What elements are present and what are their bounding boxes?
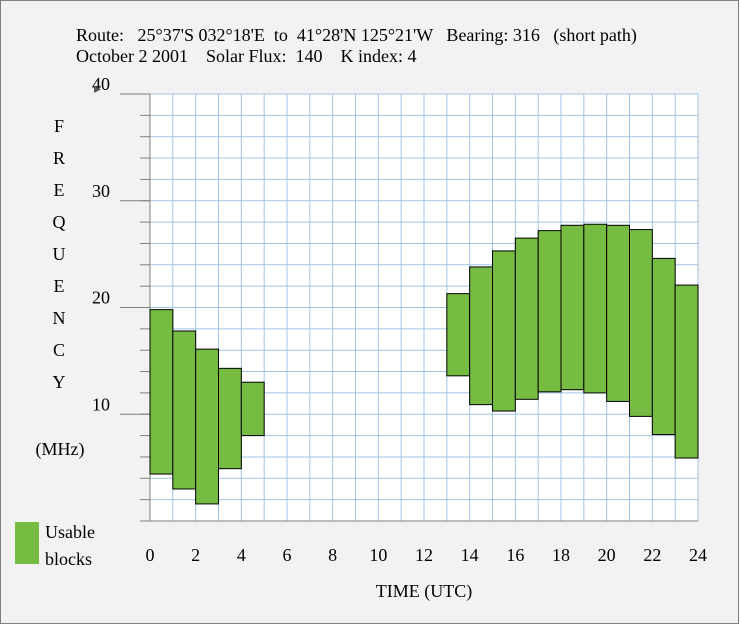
x-tick-label: 14 (461, 545, 479, 565)
x-tick-label: 4 (237, 545, 246, 565)
x-tick-label: 16 (506, 545, 524, 565)
y-axis-label-letter: E (53, 180, 65, 200)
y-axis-label-letter: C (52, 340, 65, 360)
x-tick-label: 8 (328, 545, 337, 565)
usable-block-bar (446, 293, 471, 377)
legend-label-line2: blocks (45, 549, 92, 569)
y-axis-unit: (MHz) (35, 439, 85, 459)
usable-block-bar (537, 230, 562, 393)
y-tick-label: 20 (92, 288, 110, 308)
x-tick-label: 2 (191, 545, 200, 565)
route-header: Route: 25°37'S 032°18'E to 41°28'N 125°2… (76, 25, 637, 45)
y-axis-label-letter: Q (52, 212, 66, 232)
usable-block-bar (469, 266, 493, 406)
usable-block-bar (240, 381, 265, 437)
y-axis-label-letter: U (52, 244, 66, 264)
usable-block-bar (651, 257, 676, 436)
x-tick-label: 24 (689, 545, 707, 565)
legend-label-line1: Usable (45, 522, 95, 542)
x-tick-label: 12 (415, 545, 433, 565)
usable-block-bar (560, 224, 585, 391)
x-tick-label: 20 (598, 545, 616, 565)
y-tick-label: 40 (92, 74, 110, 94)
usable-block-bar (583, 223, 608, 394)
y-tick-label: 30 (92, 181, 110, 201)
usable-block-bar (172, 330, 197, 490)
y-axis-label-letter: E (53, 276, 65, 296)
conditions-header: October 2 2001 Solar Flux: 140 K index: … (76, 46, 417, 66)
x-tick-label: 6 (283, 545, 292, 565)
x-tick-label: 10 (369, 545, 387, 565)
usable-block-bar (514, 237, 539, 400)
usable-block-bar (629, 229, 653, 417)
usable-block-bar (195, 348, 220, 505)
y-axis-label-letter: N (52, 308, 66, 328)
usable-block-bar (674, 284, 699, 459)
x-tick-label: 0 (146, 545, 155, 565)
x-tick-label: 18 (552, 545, 570, 565)
x-tick-label: 22 (643, 545, 661, 565)
x-axis-title: TIME (UTC) (376, 581, 472, 602)
y-axis-label-letter: R (52, 148, 65, 168)
mouse-cursor-icon: ▸ (94, 81, 102, 97)
usable-block-bar (492, 250, 516, 412)
usable-block-bar (606, 224, 631, 402)
y-axis-label-letter: Y (52, 372, 66, 392)
usable-block-bar (149, 309, 174, 475)
usable-block-bar (218, 367, 242, 470)
y-tick-label: 10 (92, 394, 110, 414)
y-axis-label-letter: F (53, 116, 64, 136)
legend-swatch (15, 522, 39, 564)
